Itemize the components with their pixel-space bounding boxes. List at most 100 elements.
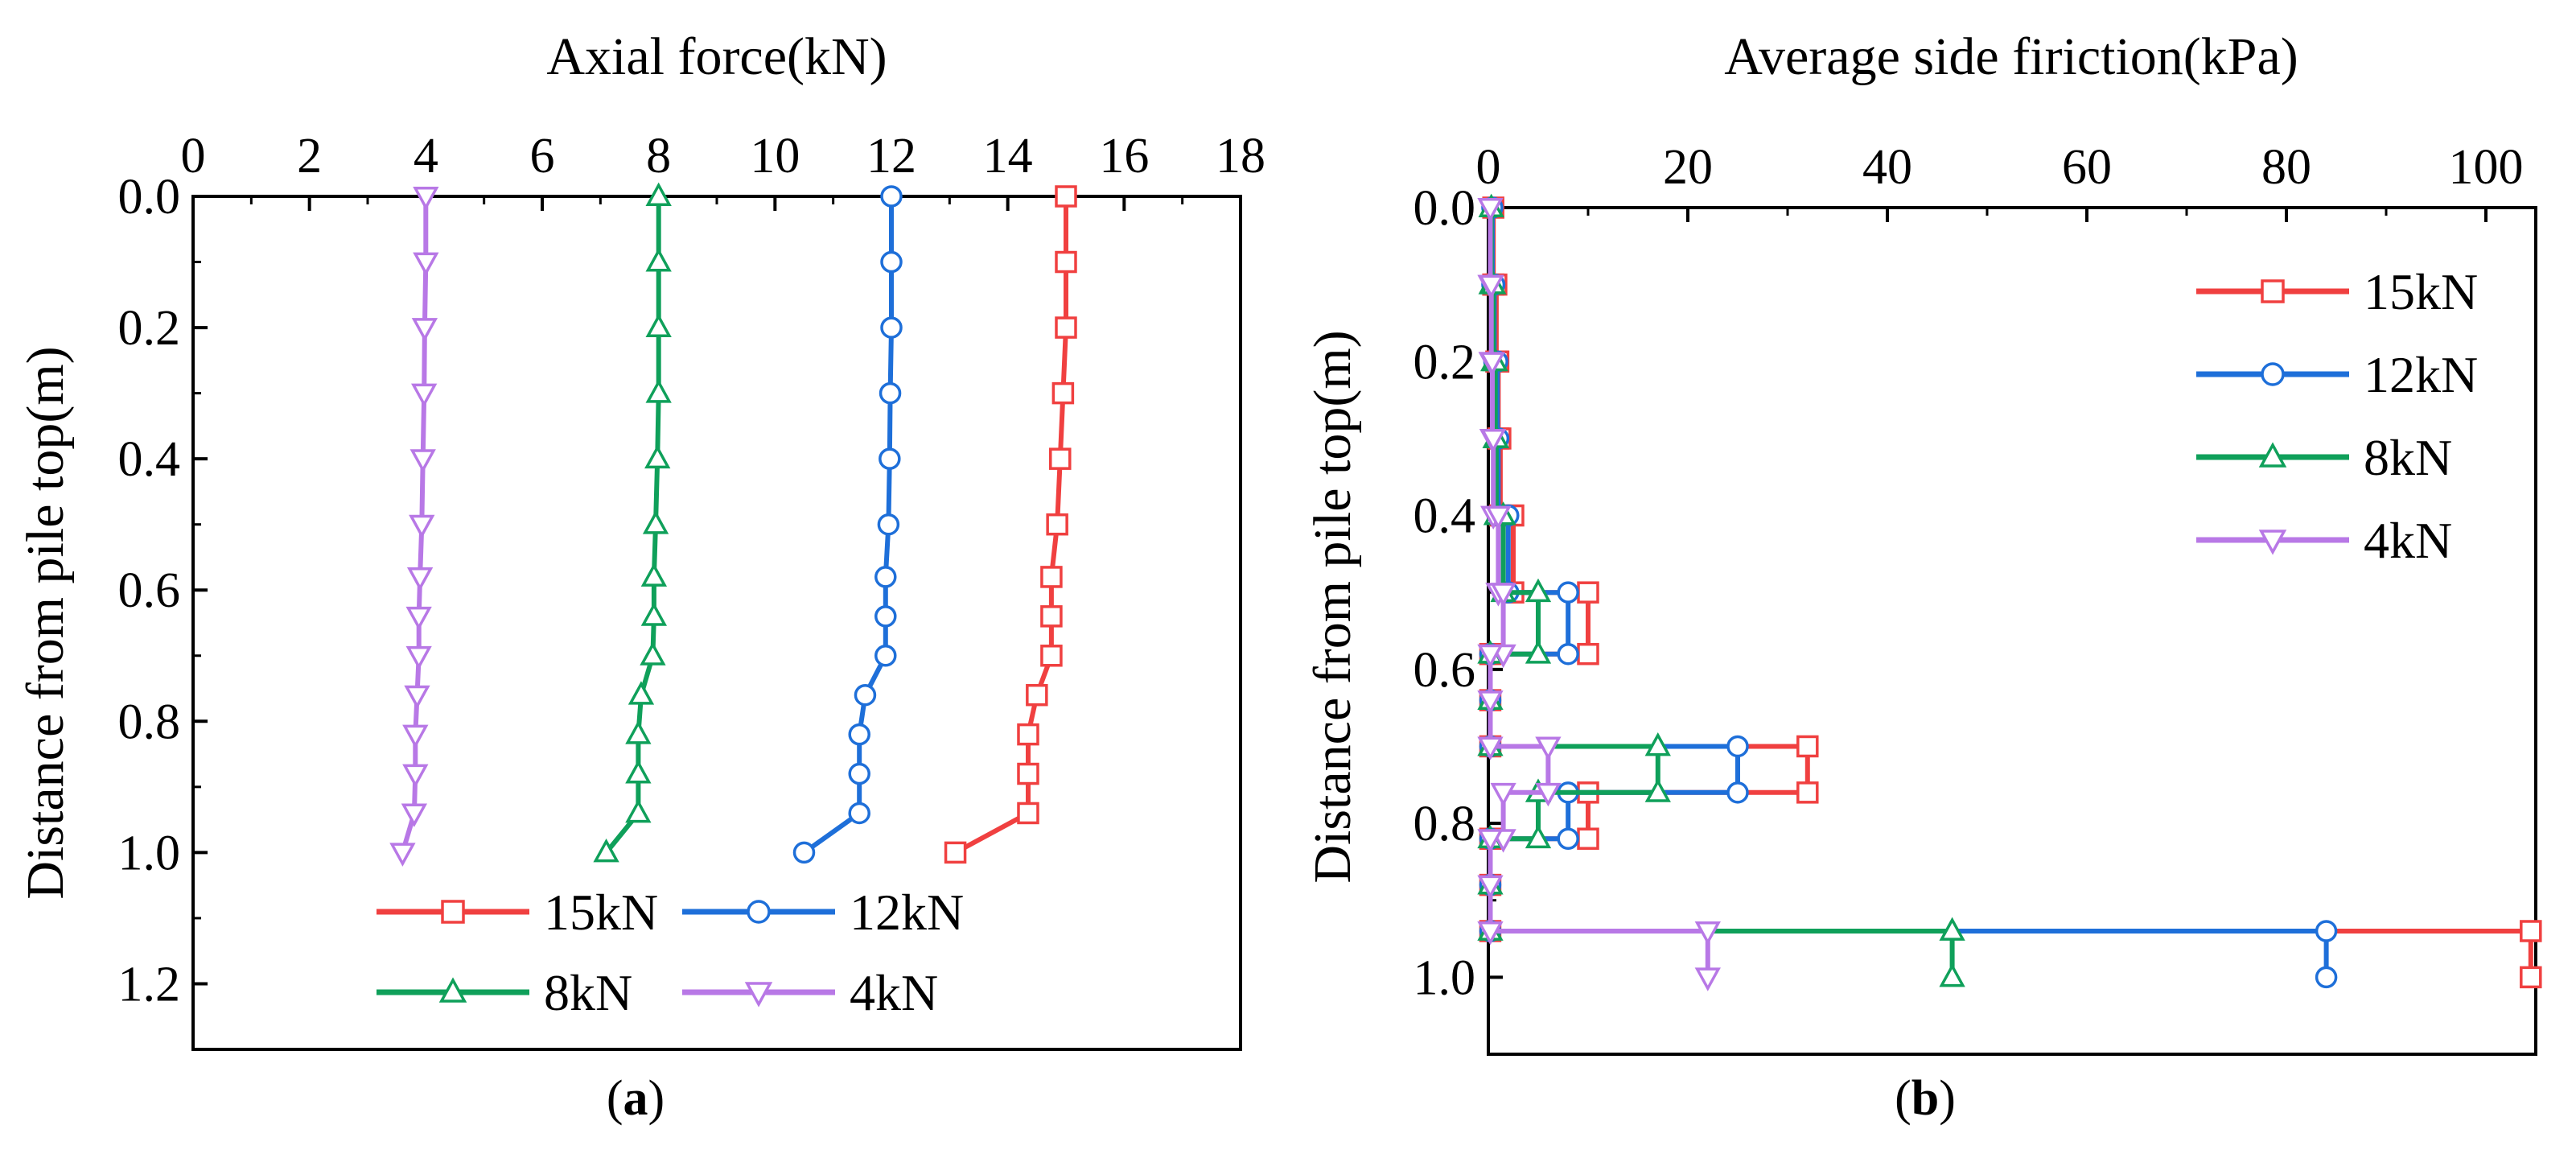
data-point-4kN: [1477, 736, 1504, 760]
legend-marker-8kN: [2258, 442, 2287, 468]
x-tick-label: 14: [983, 129, 1033, 183]
x-tick-label: 2: [297, 129, 322, 183]
y-tick-label: 0.4: [118, 432, 181, 487]
data-point-15kN: [1796, 735, 1819, 758]
data-point-4kN: [402, 764, 429, 788]
legend-marker-4kN: [744, 982, 773, 1008]
data-point-12kN: [1557, 827, 1579, 850]
y-ticks-b: 0.0 0.2 0.4 0.6 0.8 1.0: [1414, 181, 1503, 1056]
panel-b-side-friction-chart: 0 20 40 60 80 100 0.0 0.2 0.4 0.6 0.8 1.0 15kN 12kN…: [1303, 27, 2542, 1126]
data-point-8kN: [645, 379, 672, 403]
data-point-12kN: [874, 645, 897, 667]
legend-item-12kN: 12kN: [2196, 346, 2478, 403]
y-tick-label: 0.4: [1414, 489, 1476, 544]
legend-a: 15kN 12kN 8kN 4kN: [377, 884, 964, 1021]
data-point-8kN: [1644, 778, 1671, 802]
data-point-12kN: [879, 447, 901, 470]
data-point-12kN: [848, 802, 870, 825]
legend-marker-12kN: [747, 900, 771, 924]
series-4kN: [1477, 198, 1721, 991]
data-point-4kN: [1479, 352, 1506, 376]
y-tick-label: 0.0: [1414, 181, 1476, 236]
data-point-15kN: [1017, 762, 1039, 785]
data-point-12kN: [879, 381, 902, 405]
data-point-4kN: [413, 187, 439, 211]
data-point-4kN: [409, 449, 436, 473]
series-group-b: [1477, 193, 2542, 991]
x-tick-label: 0: [181, 129, 206, 183]
data-point-8kN: [1525, 824, 1552, 849]
series-12kN: [792, 185, 903, 864]
series-12kN: [1479, 196, 2338, 989]
data-point-4kN: [1478, 274, 1504, 299]
data-point-8kN: [640, 641, 666, 666]
x-tick-label: 12: [866, 129, 916, 183]
y-tick-label: 0.8: [118, 694, 181, 749]
y-tick-label: 0.2: [118, 301, 181, 356]
data-point-8kN: [642, 510, 669, 534]
legend-item-8kN: 8kN: [2196, 429, 2452, 486]
panel-label-a: (a): [607, 1071, 665, 1126]
x-tick-label: 100: [2449, 140, 2524, 195]
data-point-8kN: [645, 182, 672, 206]
data-point-4kN: [1490, 583, 1516, 607]
data-point-4kN: [411, 318, 438, 342]
series-line-15kN: [1488, 208, 2533, 978]
data-point-8kN: [628, 681, 655, 705]
data-point-12kN: [1726, 735, 1749, 758]
data-point-8kN: [640, 563, 668, 587]
data-point-4kN: [1694, 967, 1721, 991]
data-point-15kN: [1026, 683, 1048, 707]
legend-label: 4kN: [2364, 512, 2452, 569]
data-point-15kN: [944, 841, 967, 864]
data-point-15kN: [1577, 642, 1599, 666]
panel-a-axial-force-chart: 0 2 4 6 8 10 12 14 16 18 0.0 0.2 0.4 0.6 0.8 1.0 1.2 15…: [16, 27, 1265, 1126]
y-axis-title-a: Distance from pile top(m): [16, 346, 75, 899]
data-point-4kN: [1477, 829, 1504, 853]
data-point-12kN: [2315, 966, 2338, 989]
data-point-12kN: [1557, 642, 1579, 666]
data-point-4kN: [1477, 198, 1504, 222]
data-point-15kN: [1040, 566, 1063, 588]
data-point-4kN: [409, 514, 435, 539]
x-tick-label: 40: [1862, 140, 1912, 195]
data-point-12kN: [2315, 920, 2338, 942]
legend-marker-15kN: [2261, 279, 2285, 303]
data-point-15kN: [1051, 381, 1075, 405]
series-group-a: [389, 182, 1077, 867]
plot-frame-b: [1487, 206, 2537, 1056]
data-point-15kN: [1796, 781, 1819, 804]
legend-marker-12kN: [2261, 362, 2285, 386]
data-point-4kN: [401, 803, 428, 827]
panel-label-b: (b): [1895, 1071, 1956, 1126]
x-tick-label: 10: [750, 129, 800, 183]
data-point-4kN: [1480, 428, 1507, 453]
x-tick-label: 60: [2062, 140, 2112, 195]
legend-label: 12kN: [2364, 346, 2478, 403]
data-point-4kN: [1535, 736, 1562, 760]
y-tick-label: 1.0: [118, 826, 181, 880]
data-point-12kN: [792, 841, 816, 864]
data-point-15kN: [1049, 447, 1072, 470]
data-point-4kN: [1485, 505, 1512, 530]
x-axis-title-a: Axial force(kN): [546, 27, 887, 86]
data-point-15kN: [1040, 605, 1063, 628]
legend-label: 12kN: [850, 884, 964, 941]
x-tick-label: 8: [646, 129, 671, 183]
x-tick-label: 20: [1663, 140, 1713, 195]
data-point-8kN: [645, 313, 672, 338]
data-point-8kN: [625, 799, 652, 823]
y-tick-label: 0.6: [118, 563, 181, 618]
data-point-12kN: [874, 605, 897, 628]
data-point-12kN: [1557, 581, 1579, 604]
legend-marker-8kN: [438, 977, 467, 1003]
x-tick-label: 16: [1099, 129, 1149, 183]
x-ticks-b: 0 20 40 60 80 100: [1476, 140, 2524, 222]
data-point-15kN: [1055, 316, 1077, 339]
data-point-8kN: [644, 444, 671, 469]
data-point-12kN: [848, 723, 870, 746]
data-point-12kN: [874, 566, 897, 588]
data-point-8kN: [625, 720, 652, 744]
data-point-4kN: [404, 685, 430, 710]
legend-item-15kN: 15kN: [2196, 263, 2478, 320]
